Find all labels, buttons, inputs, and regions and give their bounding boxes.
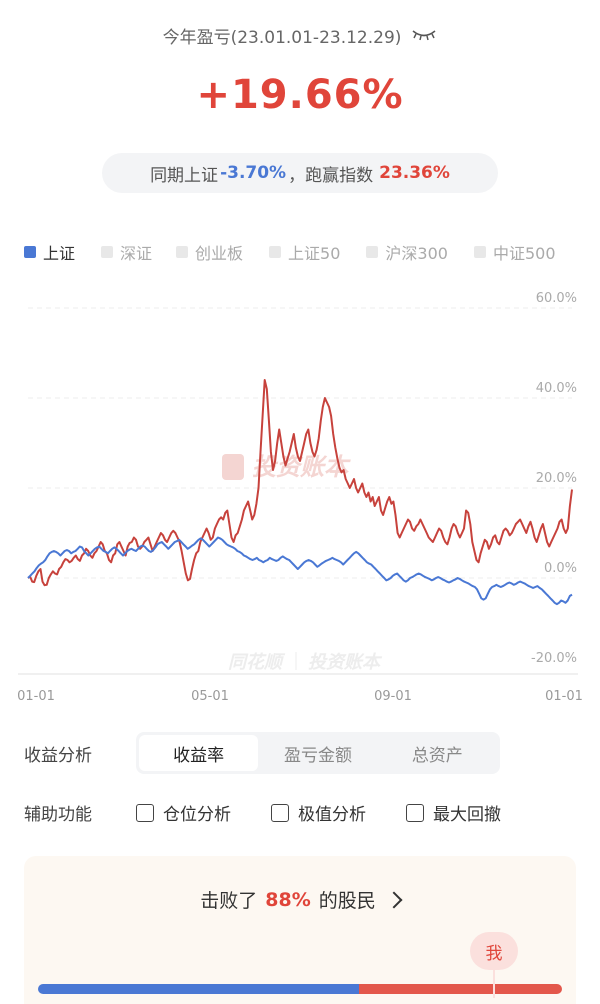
tab-0[interactable]: 收益率: [139, 735, 259, 771]
index-legend: 上证 深证 创业板 上证50 沪深300 中证500: [24, 240, 584, 264]
x-tick-label: 09-01: [374, 689, 412, 704]
portfolio-return-line: [27, 379, 573, 587]
return-chart: 60.0% 40.0% 20.0% 0.0% -20.0% 01-01 05-01 09-01…: [0, 290, 600, 710]
checkbox[interactable]: [406, 803, 424, 822]
beat-prefix: 击败了: [200, 890, 258, 912]
legend-swatch: [473, 246, 486, 258]
watermark-bottom-right: 投资账本: [308, 652, 383, 673]
chevron-right-icon[interactable]: [385, 891, 403, 908]
legend-label: 深证: [120, 244, 153, 263]
analysis-segmented-control: 收益率 盈亏金额 总资产: [136, 732, 500, 774]
analysis-label: 收益分析: [24, 745, 92, 766]
tab-2[interactable]: 总资产: [411, 745, 463, 766]
legend-item-1[interactable]: 深证: [101, 240, 152, 264]
total-return: +19.66%: [196, 72, 404, 118]
index-return-line: [27, 536, 573, 606]
aux-options: 仓位分析 极值分析 最大回撤: [136, 800, 501, 825]
y-tick-label: 20.0%: [536, 471, 577, 486]
compare-prefix: 同期上证: [150, 165, 219, 186]
legend-swatch: [101, 246, 114, 258]
aux-option-label: 最大回撤: [433, 805, 501, 825]
aux-option-0[interactable]: 仓位分析: [136, 800, 231, 825]
y-tick-label: 0.0%: [544, 561, 577, 576]
checkbox[interactable]: [136, 803, 154, 822]
my-position-marker: 我: [470, 932, 518, 998]
beat-percent: 88%: [265, 888, 311, 911]
index-return: -3.70%: [220, 163, 287, 183]
legend-swatch: [24, 246, 36, 258]
legend-label: 上证: [43, 244, 76, 263]
x-tick-label: 01-01: [545, 689, 583, 704]
period-label: 今年盈亏(23.01.01-23.12.29): [162, 27, 402, 48]
chart-svg: 60.0% 40.0% 20.0% 0.0% -20.0% 01-01 05-01 09-01…: [17, 291, 583, 704]
x-tick-label: 01-01: [17, 689, 55, 704]
legend-label: 沪深300: [385, 244, 448, 263]
aux-option-2[interactable]: 最大回撤: [406, 800, 501, 825]
checkbox[interactable]: [271, 803, 289, 822]
legend-item-2[interactable]: 创业板: [176, 240, 243, 264]
tab-1[interactable]: 盈亏金额: [283, 745, 352, 766]
aux-option-label: 仓位分析: [163, 805, 231, 825]
aux-option-1[interactable]: 极值分析: [271, 800, 366, 825]
marker-bubble: 我: [470, 932, 518, 970]
analysis-row: 收益分析 收益率 盈亏金额 总资产: [24, 732, 584, 774]
compare-middle: ，跑赢指数: [288, 165, 374, 186]
outperform-value: 23.36%: [379, 163, 450, 183]
beat-text[interactable]: 击败了 88% 的股民: [24, 886, 576, 913]
beat-suffix: 的股民: [318, 890, 376, 912]
legend-label: 中证500: [492, 244, 556, 263]
beat-bar-beaten: [38, 984, 359, 994]
watermark-bottom-left: 同花顺: [228, 652, 286, 673]
legend-item-5[interactable]: 中证500: [473, 240, 556, 264]
aux-label: 辅助功能: [24, 805, 92, 825]
legend-swatch: [269, 246, 282, 258]
beat-bar: [38, 984, 562, 994]
beat-card[interactable]: 击败了 88% 的股民 我: [24, 856, 576, 1004]
legend-item-4[interactable]: 沪深300: [366, 240, 448, 264]
legend-item-0[interactable]: 上证: [24, 240, 75, 264]
aux-option-label: 极值分析: [298, 805, 366, 825]
compare-pill: 同期上证 -3.70% ，跑赢指数 23.36%: [102, 153, 498, 193]
legend-swatch: [366, 246, 379, 258]
legend-label: 上证50: [288, 244, 341, 263]
y-tick-label: -20.0%: [531, 651, 577, 666]
period-row: 今年盈亏(23.01.01-23.12.29): [0, 20, 600, 50]
eye-closed-icon[interactable]: [411, 28, 437, 42]
watermark-logo-icon: [222, 454, 244, 480]
header: 今年盈亏(23.01.01-23.12.29) +19.66%: [0, 20, 600, 124]
x-tick-label: 05-01: [191, 689, 229, 704]
y-tick-label: 60.0%: [536, 291, 577, 306]
marker-line: [493, 970, 495, 998]
y-tick-label: 40.0%: [536, 381, 577, 396]
legend-label: 创业板: [195, 244, 244, 263]
aux-row: 辅助功能 仓位分析 极值分析 最大回撤: [24, 800, 584, 825]
legend-item-3[interactable]: 上证50: [269, 240, 340, 264]
legend-swatch: [176, 246, 189, 258]
beat-bar-remaining: [359, 984, 562, 994]
